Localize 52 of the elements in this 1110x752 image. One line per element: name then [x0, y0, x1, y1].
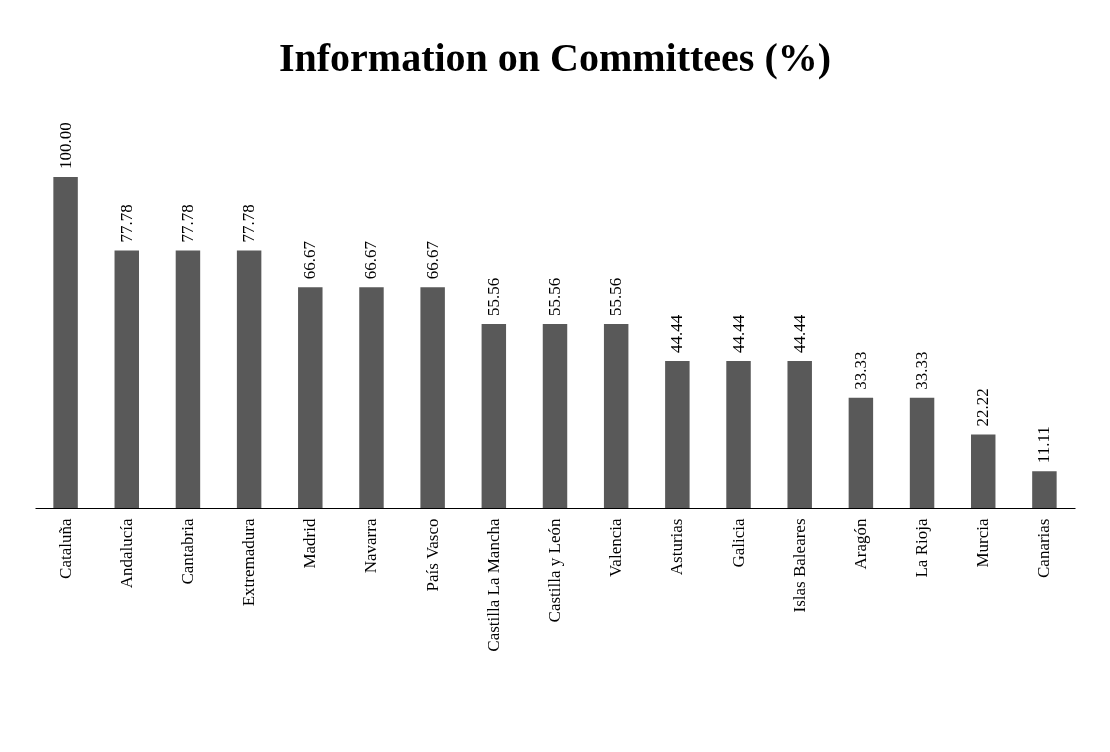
data-label: 66.67 [422, 240, 442, 280]
bar [542, 324, 568, 508]
x-tick-label: Navarra [361, 518, 381, 574]
x-tick-label: Cataluña [55, 518, 75, 579]
x-tick-label: Madrid [300, 518, 320, 569]
x-tick-label: Galicia [728, 518, 748, 568]
data-label: 44.44 [667, 314, 687, 353]
data-label: 44.44 [789, 314, 809, 353]
data-label: 66.67 [361, 240, 381, 280]
data-label: 33.33 [912, 351, 932, 390]
data-label: 66.67 [300, 240, 320, 280]
chart-title: Information on Committees (%) [278, 35, 832, 81]
bar [971, 434, 996, 508]
x-tick-label: Asturias [667, 518, 687, 576]
data-label: 77.78 [116, 204, 136, 243]
x-tick-label: La Rioja [912, 518, 932, 578]
bar [481, 324, 507, 508]
bar [420, 287, 445, 508]
bar [53, 177, 78, 508]
x-tick-label: País Vasco [422, 518, 442, 592]
data-label: 55.56 [545, 277, 564, 317]
x-tick-label: Cantabria [177, 518, 197, 585]
bar [114, 250, 139, 508]
bar [848, 397, 874, 508]
bar [236, 250, 262, 508]
bar [1032, 471, 1057, 508]
data-label: 55.56 [483, 277, 503, 317]
bar [359, 287, 384, 508]
bar [603, 324, 629, 508]
x-tick-label: Castilla La Mancha [483, 518, 503, 652]
bar [665, 360, 690, 508]
x-tick-label: Canarias [1034, 518, 1054, 578]
data-label: 55.56 [606, 277, 626, 317]
data-label: 33.33 [850, 351, 870, 390]
x-tick-label: Murcia [973, 518, 993, 568]
data-label: 44.44 [728, 314, 748, 353]
x-tick-label: Castilla y León [545, 518, 564, 623]
data-label: 22.22 [973, 388, 993, 427]
bar [909, 397, 935, 508]
data-label: 11.11 [1034, 426, 1054, 464]
x-tick-label: Islas Baleares [789, 518, 809, 613]
bar [726, 360, 751, 508]
x-tick-label: Extremadura [239, 518, 259, 607]
x-tick-label: Andalucía [116, 518, 136, 589]
bar [787, 360, 812, 508]
data-label: 77.78 [177, 204, 197, 243]
x-tick-label: Aragón [850, 518, 870, 570]
data-label: 100.00 [55, 122, 75, 169]
data-label: 77.78 [239, 204, 259, 243]
x-tick-label: Valencia [606, 518, 626, 578]
bar [175, 250, 201, 508]
bar [298, 287, 323, 508]
